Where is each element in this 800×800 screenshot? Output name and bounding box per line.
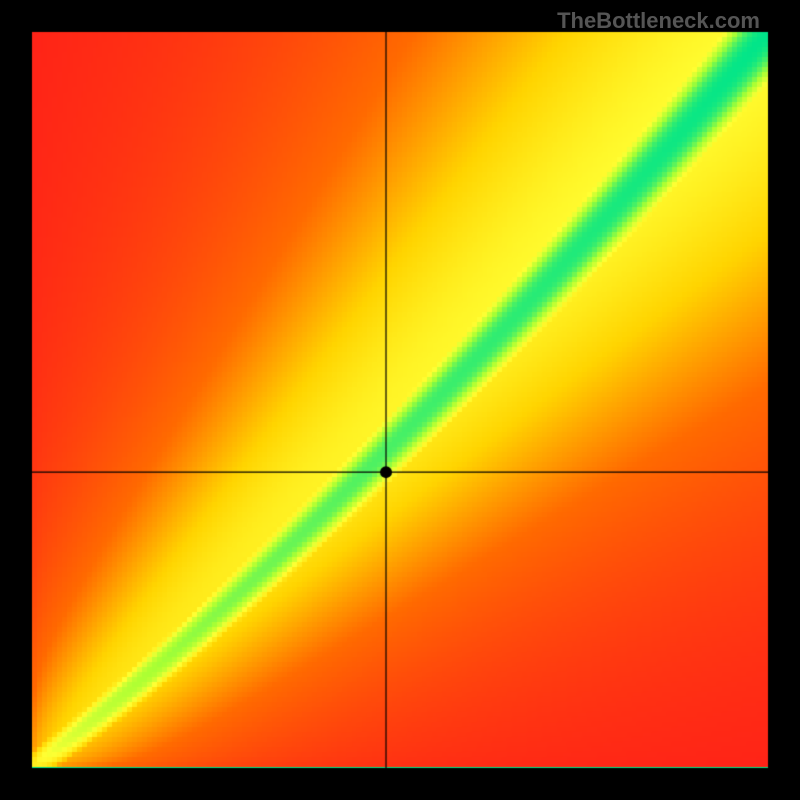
bottleneck-heatmap-chart: TheBottleneck.com: [0, 0, 800, 800]
heatmap-canvas: [0, 0, 800, 800]
watermark-text: TheBottleneck.com: [557, 8, 760, 34]
